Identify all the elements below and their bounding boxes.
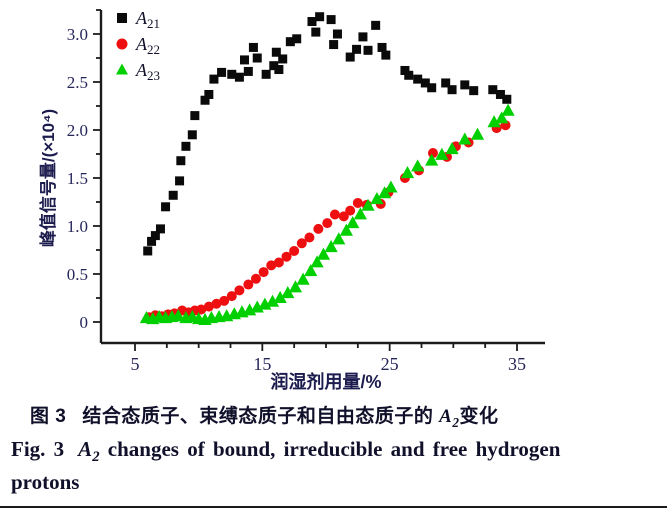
caption-zh-suffix: 变化 [459, 406, 499, 427]
svg-text:0: 0 [80, 313, 89, 332]
caption-english: Fig. 3 A2 changes of bound, irreducible a… [11, 437, 651, 466]
y-tick-labels: 0 0.5 1.0 1.5 2.0 2.5 3.0 [67, 25, 88, 332]
svg-text:25: 25 [381, 354, 399, 374]
svg-text:A23: A23 [135, 60, 160, 83]
axes [99, 10, 545, 345]
series-a21-points [143, 12, 512, 256]
legend: A21 A22 A23 [116, 8, 160, 83]
legend-item-a21: A21 [117, 8, 160, 31]
svg-text:0.5: 0.5 [67, 265, 88, 284]
x-axis-title: 润湿剂用量/% [270, 371, 381, 392]
tick-marks [93, 9, 518, 351]
scatter-chart: 0 0.5 1.0 1.5 2.0 2.5 3.0 5 15 25 35 峰值信号量/(×10⁴) 润湿… [38, 8, 545, 392]
y-axis-title: 峰值信号量/(×10⁴) [38, 109, 58, 247]
svg-text:5: 5 [131, 354, 140, 374]
svg-text:1.0: 1.0 [67, 217, 88, 236]
svg-text:3.0: 3.0 [67, 25, 88, 44]
caption-zh-main: 结合态质子、束缚态质子和自由态质子的 [82, 406, 434, 427]
svg-text:1.5: 1.5 [67, 169, 88, 188]
caption-en-prefix: Fig. 3 [11, 437, 65, 461]
caption-en-variable: A2 [78, 437, 100, 466]
svg-text:2.5: 2.5 [67, 73, 88, 92]
caption-variable: A2 [439, 406, 460, 430]
bottom-divider [0, 506, 667, 508]
svg-text:2.0: 2.0 [67, 121, 88, 140]
legend-item-a22: A22 [116, 34, 160, 57]
caption-chinese: 图 3 结合态质子、束缚态质子和自由态质子的 A2变化 [30, 401, 650, 431]
svg-text:35: 35 [508, 354, 526, 374]
svg-text:15: 15 [253, 354, 271, 374]
chart-canvas: 0 0.5 1.0 1.5 2.0 2.5 3.0 5 15 25 35 峰值信号量/(×10⁴) 润湿… [38, 8, 545, 392]
series-a23-points [139, 103, 515, 326]
caption-zh-prefix: 图 3 [30, 406, 67, 427]
caption-en-main: changes of bound, irreducible and free h… [107, 437, 561, 461]
svg-text:A22: A22 [135, 34, 160, 57]
x-tick-labels: 5 15 25 35 [131, 354, 526, 374]
caption-english-line2: protons [11, 470, 80, 494]
legend-item-a23: A23 [116, 60, 160, 83]
svg-text:A21: A21 [135, 8, 160, 31]
